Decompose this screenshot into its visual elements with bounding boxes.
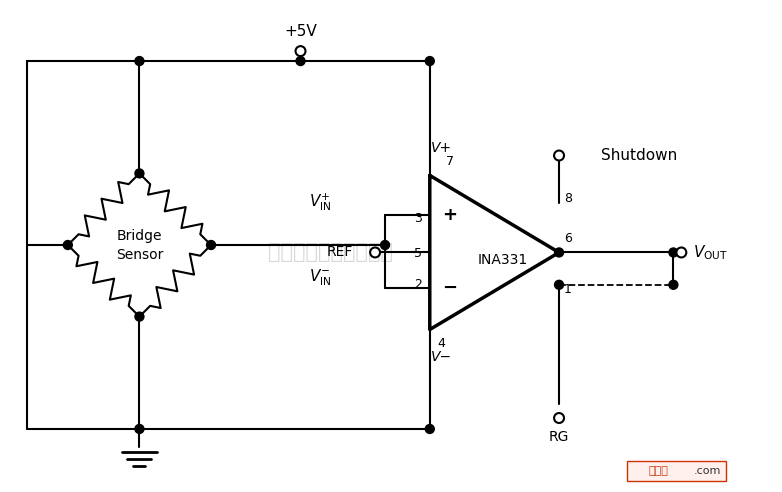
Circle shape bbox=[206, 241, 216, 249]
Text: .com: .com bbox=[694, 466, 721, 476]
Text: Bridge: Bridge bbox=[117, 229, 162, 243]
Circle shape bbox=[63, 241, 72, 249]
Circle shape bbox=[554, 151, 564, 160]
Text: RG: RG bbox=[549, 430, 569, 444]
Circle shape bbox=[381, 241, 389, 249]
Circle shape bbox=[135, 312, 144, 321]
Circle shape bbox=[296, 57, 305, 65]
Circle shape bbox=[425, 57, 434, 65]
FancyBboxPatch shape bbox=[626, 461, 726, 481]
Text: 接线图: 接线图 bbox=[648, 466, 669, 476]
Text: −: − bbox=[442, 279, 457, 297]
Text: 8: 8 bbox=[564, 192, 572, 205]
Text: Sensor: Sensor bbox=[116, 248, 163, 262]
Text: V−: V− bbox=[431, 350, 452, 365]
Text: 2: 2 bbox=[414, 278, 421, 291]
Text: $V_{\rm OUT}$: $V_{\rm OUT}$ bbox=[694, 243, 728, 262]
Text: 杭州将睿科技有限公司: 杭州将睿科技有限公司 bbox=[268, 242, 393, 262]
Text: INA331: INA331 bbox=[477, 253, 528, 268]
Circle shape bbox=[669, 280, 678, 289]
Text: +5V: +5V bbox=[284, 24, 317, 39]
Circle shape bbox=[554, 248, 564, 257]
Text: V+: V+ bbox=[431, 141, 452, 154]
Text: $V_{\rm IN}^{+}$: $V_{\rm IN}^{+}$ bbox=[309, 191, 332, 213]
Circle shape bbox=[135, 169, 144, 178]
Text: 1: 1 bbox=[564, 283, 572, 296]
Text: 7: 7 bbox=[446, 155, 454, 168]
Circle shape bbox=[676, 247, 687, 257]
Circle shape bbox=[425, 425, 434, 433]
Circle shape bbox=[669, 248, 678, 257]
Circle shape bbox=[554, 280, 564, 289]
Text: 3: 3 bbox=[414, 212, 421, 225]
Text: 4: 4 bbox=[438, 337, 446, 350]
Circle shape bbox=[370, 247, 380, 257]
Circle shape bbox=[554, 413, 564, 423]
Text: REF: REF bbox=[327, 246, 353, 259]
Text: $V_{\rm IN}^{-}$: $V_{\rm IN}^{-}$ bbox=[309, 268, 332, 288]
Circle shape bbox=[296, 46, 306, 56]
Text: +: + bbox=[442, 206, 457, 224]
Text: 6: 6 bbox=[564, 232, 572, 245]
Circle shape bbox=[135, 57, 144, 65]
Text: Shutdown: Shutdown bbox=[601, 148, 677, 163]
Text: 5: 5 bbox=[414, 247, 421, 260]
Circle shape bbox=[135, 425, 144, 433]
